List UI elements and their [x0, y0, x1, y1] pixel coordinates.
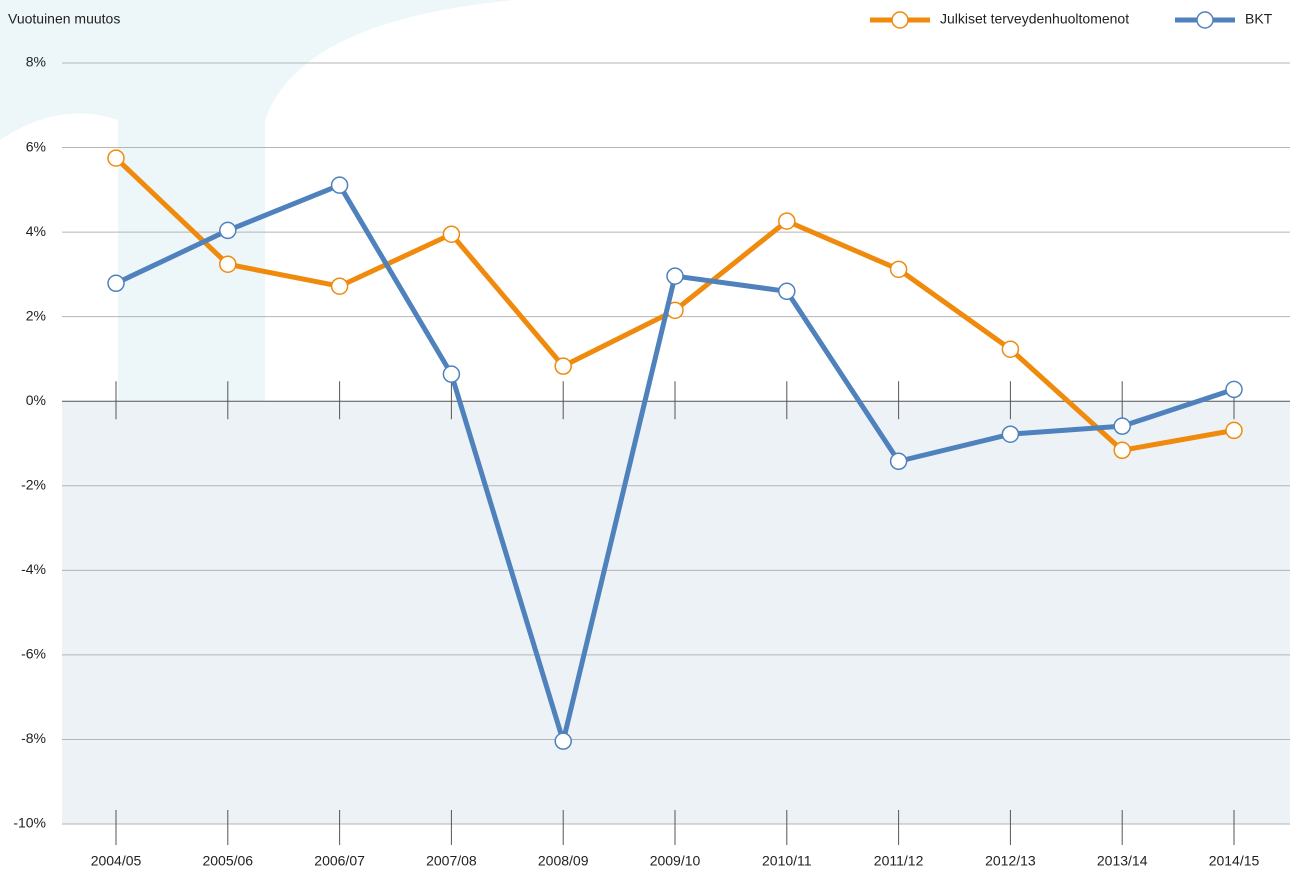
x-tick-label: 2006/07	[314, 853, 365, 869]
x-tick-label: 2011/12	[874, 853, 924, 869]
y-axis-label: Vuotuinen muutos	[8, 11, 120, 27]
y-tick-label: -4%	[21, 561, 46, 577]
data-point	[219, 221, 237, 240]
data-point	[889, 452, 908, 471]
x-tick-label: 2007/08	[426, 853, 477, 869]
data-point	[1113, 417, 1131, 435]
y-tick-label: -6%	[21, 646, 46, 662]
legend-label: Julkiset terveydenhuoltomenot	[940, 11, 1129, 27]
data-point	[554, 732, 572, 750]
data-point	[442, 225, 461, 243]
data-point	[889, 260, 908, 279]
x-tick-label: 2008/09	[538, 853, 589, 869]
y-tick-label: 2%	[26, 307, 46, 323]
negative-area	[62, 401, 1290, 824]
legend-marker	[1196, 11, 1214, 29]
data-point	[219, 255, 237, 273]
x-tick-label: 2009/10	[650, 853, 701, 869]
y-tick-label: 0%	[26, 392, 46, 408]
data-point	[554, 357, 572, 375]
data-point	[442, 365, 461, 383]
x-tick-label: 2004/05	[91, 853, 142, 869]
legend-marker	[891, 11, 909, 29]
data-point	[107, 274, 125, 293]
data-point	[107, 149, 125, 167]
legend-label: BKT	[1245, 11, 1273, 27]
data-point	[330, 176, 349, 194]
y-tick-label: 6%	[26, 138, 46, 154]
x-tick-label: 2012/13	[985, 853, 1036, 869]
background-decoration	[0, 0, 515, 520]
y-tick-label: -10%	[13, 815, 46, 831]
data-point	[778, 282, 796, 301]
y-tick-label: -8%	[21, 730, 46, 746]
x-tick-label: 2005/06	[202, 853, 253, 869]
data-point	[666, 267, 684, 285]
x-tick-label: 2013/14	[1097, 853, 1148, 869]
y-tick-label: 8%	[26, 54, 46, 70]
data-point	[1113, 441, 1131, 460]
y-tick-label: -2%	[21, 476, 46, 492]
x-tick-label: 2014/15	[1209, 853, 1260, 869]
data-point	[1001, 340, 1020, 358]
data-point	[1001, 425, 1020, 443]
data-point	[778, 212, 796, 230]
data-point	[1225, 380, 1243, 399]
y-tick-label: 4%	[26, 223, 46, 239]
data-point	[1225, 421, 1243, 440]
x-tick-label: 2010/11	[762, 853, 812, 869]
data-point	[330, 277, 349, 295]
